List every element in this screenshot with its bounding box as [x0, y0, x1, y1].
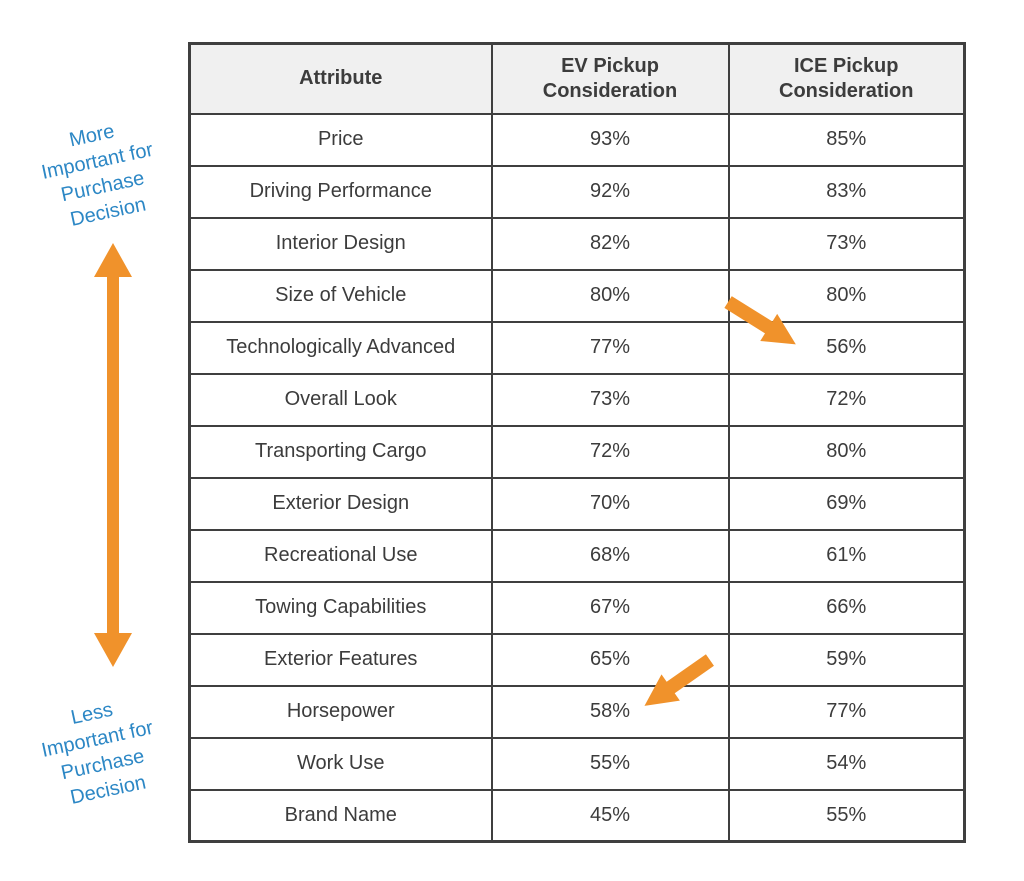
table-row: Exterior Design 70% 69% [188, 476, 966, 531]
table-row: Work Use 55% 54% [188, 736, 966, 791]
table-row: Price 93% 85% [188, 112, 966, 167]
table-row: Transporting Cargo 72% 80% [188, 424, 966, 479]
attribute-cell: Size of Vehicle [188, 268, 493, 323]
table-body: Price 93% 85% Driving Performance 92% 83… [188, 112, 966, 843]
ice-value-cell: 80% [727, 268, 966, 323]
ev-value-cell: 68% [490, 528, 730, 583]
table-row: Exterior Features 65% 59% [188, 632, 966, 687]
ev-value-cell: 70% [490, 476, 730, 531]
table-row: Overall Look 73% 72% [188, 372, 966, 427]
ice-value-cell: 80% [727, 424, 966, 479]
attribute-cell: Towing Capabilities [188, 580, 493, 635]
attribute-cell: Exterior Design [188, 476, 493, 531]
attribute-cell: Horsepower [188, 684, 493, 739]
ice-value-cell: 54% [727, 736, 966, 791]
ev-value-cell: 73% [490, 372, 730, 427]
ev-value-cell: 67% [490, 580, 730, 635]
column-header-attribute: Attribute [188, 42, 493, 115]
more-important-label: More Important for Purchase Decision [29, 110, 172, 238]
ev-58-callout-arrow-icon [644, 654, 715, 706]
attribute-cell: Interior Design [188, 216, 493, 271]
column-header-ev-pickup: EV Pickup Consideration [490, 42, 730, 115]
table-row: Brand Name 45% 55% [188, 788, 966, 843]
table-row: Recreational Use 68% 61% [188, 528, 966, 583]
attribute-cell: Brand Name [188, 788, 493, 843]
ev-value-cell: 82% [490, 216, 730, 271]
ice-value-cell: 77% [727, 684, 966, 739]
table-row: Towing Capabilities 67% 66% [188, 580, 966, 635]
ice-value-cell: 61% [727, 528, 966, 583]
table-row: Driving Performance 92% 83% [188, 164, 966, 219]
less-important-label: Less Important for Purchase Decision [29, 688, 172, 816]
attribute-cell: Technologically Advanced [188, 320, 493, 375]
ice-value-cell: 83% [727, 164, 966, 219]
ice-56-callout-arrow-icon [724, 296, 796, 345]
ev-value-cell: 58% [490, 684, 730, 739]
attribute-cell: Recreational Use [188, 528, 493, 583]
ev-value-cell: 92% [490, 164, 730, 219]
ice-value-cell: 73% [727, 216, 966, 271]
ice-value-cell: 55% [727, 788, 966, 843]
table-row: Size of Vehicle 80% 80% [188, 268, 966, 323]
attribute-cell: Exterior Features [188, 632, 493, 687]
table-row: Interior Design 82% 73% [188, 216, 966, 271]
attribute-cell: Overall Look [188, 372, 493, 427]
attribute-cell: Price [188, 112, 493, 167]
column-header-ice-pickup: ICE Pickup Consideration [727, 42, 966, 115]
ice-value-cell: 69% [727, 476, 966, 531]
consideration-table: Attribute EV Pickup Consideration ICE Pi… [188, 42, 966, 843]
table-header-row: Attribute EV Pickup Consideration ICE Pi… [188, 42, 966, 115]
attribute-cell: Transporting Cargo [188, 424, 493, 479]
ice-value-cell: 72% [727, 372, 966, 427]
ice-value-cell: 66% [727, 580, 966, 635]
ev-value-cell: 72% [490, 424, 730, 479]
ev-value-cell: 55% [490, 736, 730, 791]
table-row: Technologically Advanced 77% 56% [188, 320, 966, 375]
importance-double-arrow-icon [94, 243, 132, 667]
ice-value-cell: 85% [727, 112, 966, 167]
attribute-cell: Driving Performance [188, 164, 493, 219]
ev-value-cell: 77% [490, 320, 730, 375]
ev-value-cell: 93% [490, 112, 730, 167]
attribute-cell: Work Use [188, 736, 493, 791]
ev-value-cell: 80% [490, 268, 730, 323]
table-row: Horsepower 58% 77% [188, 684, 966, 739]
ice-value-cell: 59% [727, 632, 966, 687]
ev-value-cell: 45% [490, 788, 730, 843]
